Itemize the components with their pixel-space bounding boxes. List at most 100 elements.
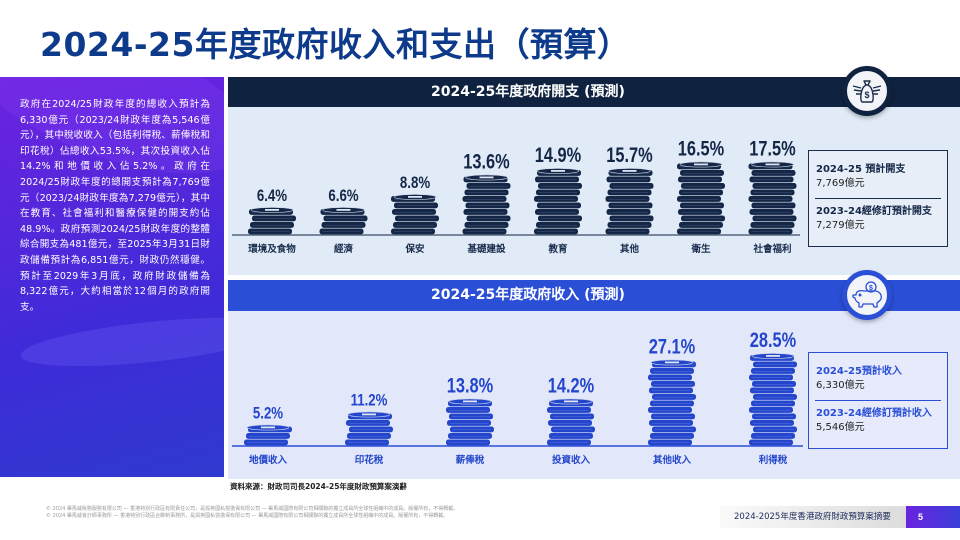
category-label: 其他	[620, 243, 640, 255]
coin	[465, 202, 510, 209]
coin	[535, 176, 579, 183]
coin	[749, 176, 794, 183]
coin	[752, 183, 797, 189]
coin	[650, 368, 694, 374]
coin	[548, 420, 592, 426]
category-label: 衛生	[690, 243, 711, 255]
coin	[609, 215, 654, 222]
coin	[449, 413, 493, 420]
coin	[547, 439, 591, 446]
category-label: 利得稅	[758, 454, 788, 466]
summary-panel: 政府在2024/25財政年度的總收入預計為6,330億元（2023/24財政年度…	[0, 77, 224, 477]
revenue-summary-box: 2024-25預計收入 6,330億元 2023-24經修訂預計收入 5,546…	[808, 352, 948, 449]
bar-社會福利	[748, 161, 797, 235]
coin	[345, 439, 389, 446]
coin	[608, 202, 653, 209]
data-label: 6.6%	[328, 187, 359, 206]
coin	[750, 222, 795, 228]
piggy-bank-icon: $	[842, 270, 892, 320]
data-label: 8.8%	[400, 174, 431, 193]
coin	[749, 374, 793, 381]
category-label: 投資收入	[552, 454, 591, 466]
coin	[549, 433, 593, 439]
coin	[395, 215, 439, 222]
coin	[748, 228, 793, 235]
coin	[446, 439, 490, 446]
coin	[551, 426, 595, 433]
coin-emblem	[336, 209, 351, 211]
coin	[535, 209, 579, 215]
decorative-swoosh	[18, 308, 224, 376]
category-label: 經濟	[334, 243, 354, 255]
category-label: 基礎建設	[466, 243, 506, 255]
bar-其他收入	[648, 359, 696, 446]
coin	[648, 374, 692, 381]
coin	[246, 433, 290, 439]
coin	[677, 196, 721, 202]
revenue-current-label: 2024-25預計收入	[816, 366, 902, 377]
coin	[748, 196, 793, 202]
coin	[752, 215, 797, 222]
coin	[753, 361, 797, 368]
coin	[538, 183, 582, 189]
bar-教育	[534, 168, 582, 235]
data-label: 13.6%	[463, 150, 510, 173]
coin	[650, 400, 694, 407]
coin	[609, 183, 654, 189]
coin	[681, 215, 725, 222]
bar-利得稅	[749, 353, 797, 446]
coin-emblem	[694, 163, 708, 166]
bar-衛生	[677, 161, 725, 235]
revenue-chart: 5.2% 地價收入 11.2% 印花稅 13.8% 薪俸稅 14.2% 投資收入 27.1% 其他…	[232, 328, 803, 466]
coin-emblem	[564, 400, 578, 403]
coin-emblem	[766, 355, 780, 357]
coin	[751, 170, 796, 176]
coin	[752, 381, 796, 387]
coin	[753, 426, 797, 433]
coin	[651, 413, 695, 420]
coin	[648, 407, 692, 413]
coin	[606, 209, 651, 215]
coin	[648, 439, 692, 446]
coin	[605, 196, 650, 202]
data-label: 17.5%	[749, 137, 796, 160]
data-label: 27.1%	[649, 335, 696, 358]
coin	[752, 413, 796, 420]
data-label: 13.8%	[447, 374, 494, 397]
expenditure-previous-value: 7,279億元	[816, 220, 865, 231]
coin	[323, 215, 368, 222]
coin-emblem	[479, 176, 494, 179]
expenditure-header: 2024-25年度政府開支 (預測)	[228, 77, 960, 107]
coin	[680, 202, 724, 209]
coin-emblem	[622, 170, 637, 172]
coin-emblem	[362, 413, 376, 416]
category-label: 印花稅	[355, 454, 384, 466]
bar-環境及食物	[248, 207, 296, 235]
bar-經濟	[319, 207, 368, 235]
coin	[538, 215, 582, 222]
revenue-previous-label: 2023-24經修訂預計收入	[816, 408, 932, 419]
coin	[750, 387, 794, 394]
expenditure-chart: 6.4% 環境及食物 6.6% 經濟 8.8% 保安 13.6% 基礎建設 14.9% 教育 15.…	[232, 137, 800, 255]
data-label: 16.5%	[678, 137, 725, 160]
coin	[679, 189, 723, 196]
coin	[534, 196, 578, 202]
footer-doc-title: 2024-2025年度香港政府財政預算案摘要	[720, 506, 906, 528]
coin	[349, 426, 393, 433]
coin	[650, 433, 694, 439]
page-number: 5	[906, 506, 960, 528]
coin	[678, 176, 722, 183]
expenditure-current-label: 2024-25 預計開支	[816, 164, 906, 175]
coin	[749, 209, 794, 215]
divider	[815, 198, 941, 199]
svg-text:$: $	[869, 285, 873, 292]
revenue-title: 2024-25年度政府收入 (預測)	[431, 287, 625, 303]
data-label: 11.2%	[351, 391, 388, 410]
data-label: 6.4%	[257, 187, 288, 206]
coin	[550, 413, 594, 420]
category-label: 保安	[404, 243, 425, 255]
coin	[681, 183, 725, 189]
revenue-previous-value: 5,546億元	[816, 422, 865, 433]
coin	[447, 420, 491, 426]
